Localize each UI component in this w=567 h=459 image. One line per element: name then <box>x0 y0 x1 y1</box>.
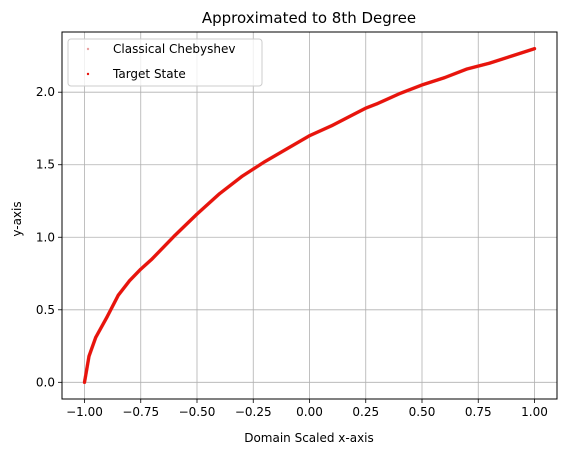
data-point <box>420 83 424 87</box>
x-tick-label: 0.00 <box>296 405 323 419</box>
data-point <box>116 293 120 297</box>
data-point <box>398 92 401 96</box>
x-tick-label: 0.75 <box>465 405 492 419</box>
data-point <box>87 354 91 358</box>
y-tick-label: 2.0 <box>36 85 55 99</box>
x-axis-label: Domain Scaled x-axis <box>244 431 374 445</box>
data-point <box>251 167 255 171</box>
data-point <box>85 367 89 371</box>
y-tick-label: 0.0 <box>36 375 55 389</box>
data-point <box>83 380 86 384</box>
legend-marker-target <box>86 72 90 76</box>
data-point <box>263 160 266 164</box>
x-tick-label: −0.75 <box>122 405 159 419</box>
data-point <box>195 212 199 216</box>
data-point <box>330 124 334 127</box>
data-point <box>353 112 356 116</box>
plot-marks <box>82 46 537 385</box>
data-point <box>533 47 536 51</box>
data-point <box>443 76 446 80</box>
chart-title: Approximated to 8th Degree <box>202 9 416 27</box>
legend-marker-classical <box>86 47 90 51</box>
y-tick-label: 1.5 <box>36 158 55 172</box>
data-point <box>476 64 480 68</box>
x-tick-label: 0.25 <box>352 405 379 419</box>
x-tick-label: 1.00 <box>521 405 548 419</box>
legend-box <box>67 38 263 87</box>
data-point <box>150 257 154 261</box>
y-tick-label: 0.5 <box>36 303 55 317</box>
data-point <box>488 61 491 65</box>
y-axis-label: y-axis <box>10 201 24 236</box>
data-point <box>139 267 143 271</box>
ticks: −1.00 −0.75 −0.50 −0.25 0.00 0.25 0.50 0.75 1.00… <box>36 85 548 419</box>
data-point <box>510 54 514 58</box>
data-point <box>364 106 368 110</box>
data-point <box>94 335 98 339</box>
x-tick-label: −1.00 <box>66 405 103 419</box>
data-point <box>128 279 131 283</box>
legend: Classical Chebyshev Target State <box>67 38 263 87</box>
legend-label-target: Target State <box>112 67 186 81</box>
x-tick-label: 0.50 <box>409 405 436 419</box>
data-point <box>375 102 379 106</box>
data-point <box>105 315 109 319</box>
data-point <box>218 192 221 196</box>
data-point <box>240 174 244 178</box>
legend-label-classical: Classical Chebyshev <box>113 42 235 56</box>
data-point <box>308 134 311 138</box>
x-tick-label: −0.25 <box>235 405 272 419</box>
y-tick-label: 1.0 <box>36 230 55 244</box>
series-target-state <box>82 47 537 384</box>
data-point <box>285 147 289 151</box>
data-point <box>465 67 469 71</box>
x-tick-label: −0.50 <box>179 405 216 419</box>
data-point <box>173 234 176 238</box>
